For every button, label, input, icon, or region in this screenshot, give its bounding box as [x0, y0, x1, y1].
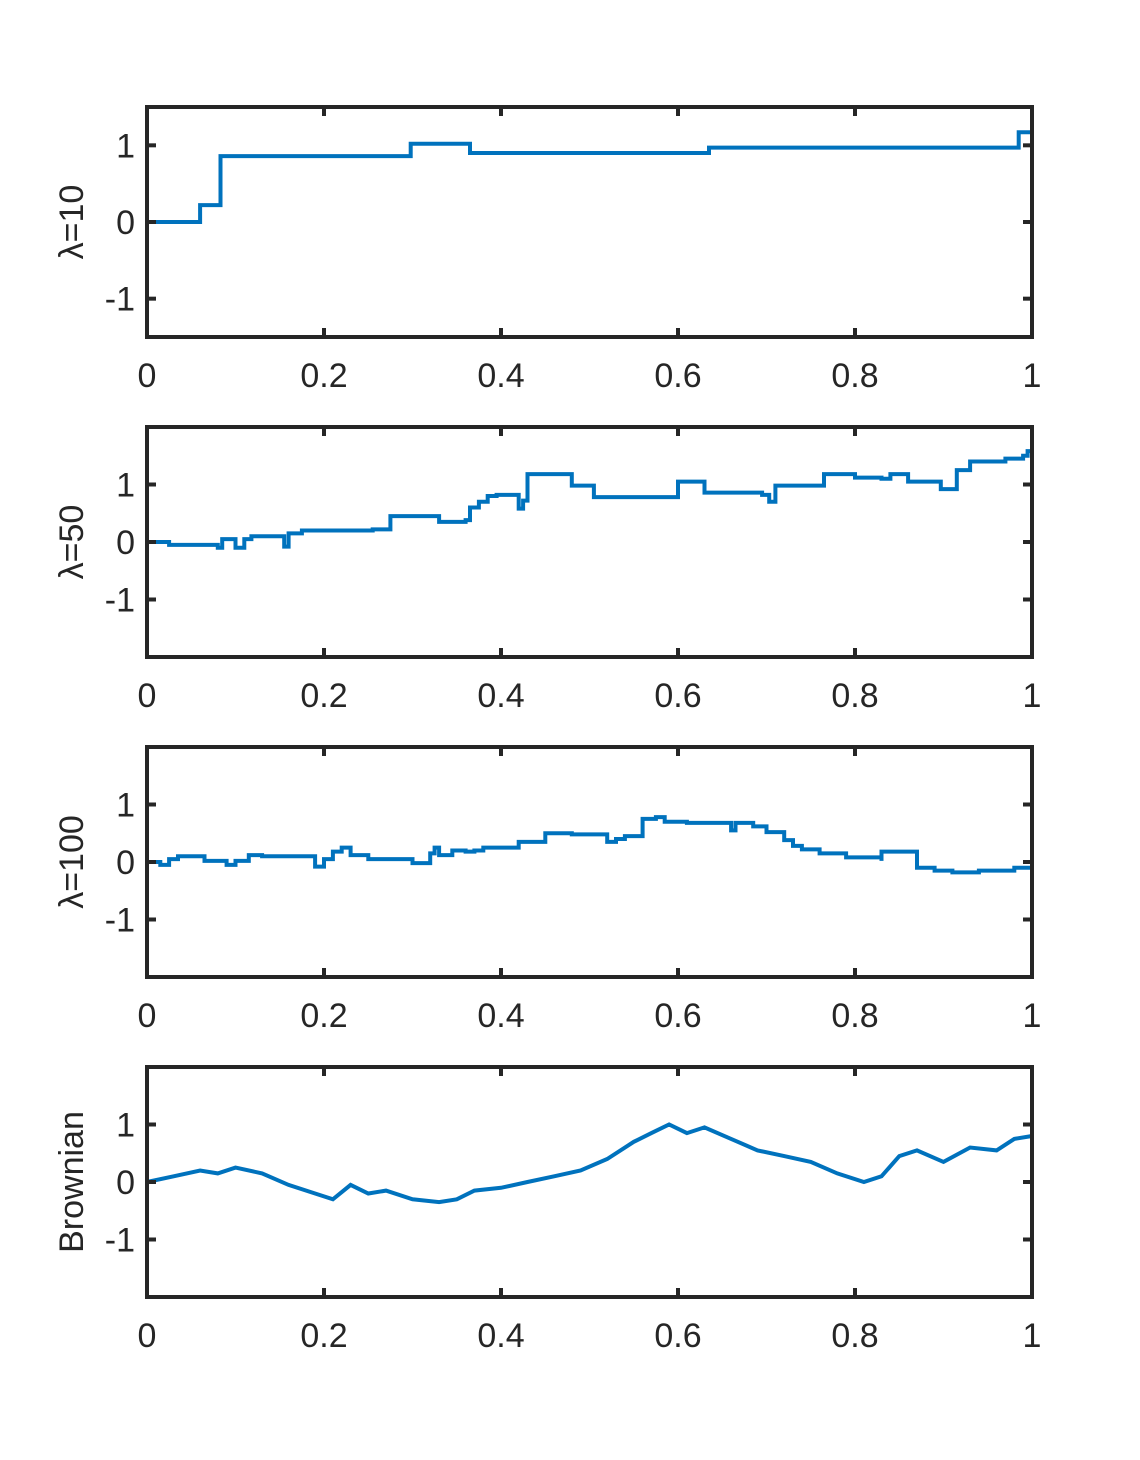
x-tick-label: 0 [138, 357, 157, 395]
x-tick-label: 0.6 [654, 1317, 701, 1355]
x-tick-label: 0.8 [831, 357, 878, 395]
series-line [147, 449, 1032, 550]
y-axis-label: λ=10 [53, 185, 91, 260]
y-tick-label: 0 [116, 844, 135, 882]
y-tick-label: -1 [105, 902, 135, 940]
subplot-4: 0 0.2 0.4 0.6 0.8 1 -1 0 1 Brownian [53, 1065, 1042, 1355]
x-tick-label: 0.4 [477, 677, 524, 715]
y-tick-label: -1 [105, 1222, 135, 1260]
y-tick-label: 1 [116, 1107, 135, 1145]
x-tick-label: 0.4 [477, 357, 524, 395]
axes-box [145, 425, 1034, 659]
x-tick-label: 1 [1023, 997, 1042, 1035]
x-tick-label: 1 [1023, 1317, 1042, 1355]
series-line [147, 815, 1034, 875]
series-line [146, 1122, 1033, 1205]
x-tick-label: 0.2 [300, 357, 347, 395]
y-axis-label: Brownian [53, 1111, 91, 1253]
y-tick-label: 1 [116, 467, 135, 505]
x-tick-label: 0 [138, 677, 157, 715]
x-tick-label: 0.2 [300, 677, 347, 715]
y-tick-label: 0 [116, 1164, 135, 1202]
y-tick-label: 1 [116, 127, 135, 165]
x-tick-label: 0.8 [831, 677, 878, 715]
y-axis-label: λ=50 [53, 505, 91, 580]
y-axis-label: λ=100 [53, 815, 91, 909]
x-tick-label: 0.8 [831, 997, 878, 1035]
x-tick-label: 0.6 [654, 357, 701, 395]
x-tick-label: 1 [1023, 357, 1042, 395]
axes-box [145, 105, 1034, 339]
y-tick-label: 1 [116, 787, 135, 825]
y-tick-label: 0 [116, 204, 135, 242]
axes-box [145, 745, 1034, 979]
x-tick-label: 0.8 [831, 1317, 878, 1355]
x-tick-label: 1 [1023, 677, 1042, 715]
subplot-3: 0 0.2 0.4 0.6 0.8 1 -1 0 1 λ=100 [53, 745, 1042, 1035]
series-line [147, 130, 1032, 224]
x-tick-label: 0.4 [477, 997, 524, 1035]
y-tick-label: -1 [105, 582, 135, 620]
x-tick-label: 0.2 [300, 997, 347, 1035]
y-tick-label: 0 [116, 524, 135, 562]
x-tick-label: 0.4 [477, 1317, 524, 1355]
x-tick-label: 0.6 [654, 677, 701, 715]
y-tick-label: -1 [105, 281, 135, 319]
x-tick-label: 0 [138, 997, 157, 1035]
x-tick-label: 0.6 [654, 997, 701, 1035]
subplot-2: 0 0.2 0.4 0.6 0.8 1 -1 0 1 λ=50 [53, 425, 1042, 715]
x-tick-label: 0.2 [300, 1317, 347, 1355]
x-tick-label: 0 [138, 1317, 157, 1355]
